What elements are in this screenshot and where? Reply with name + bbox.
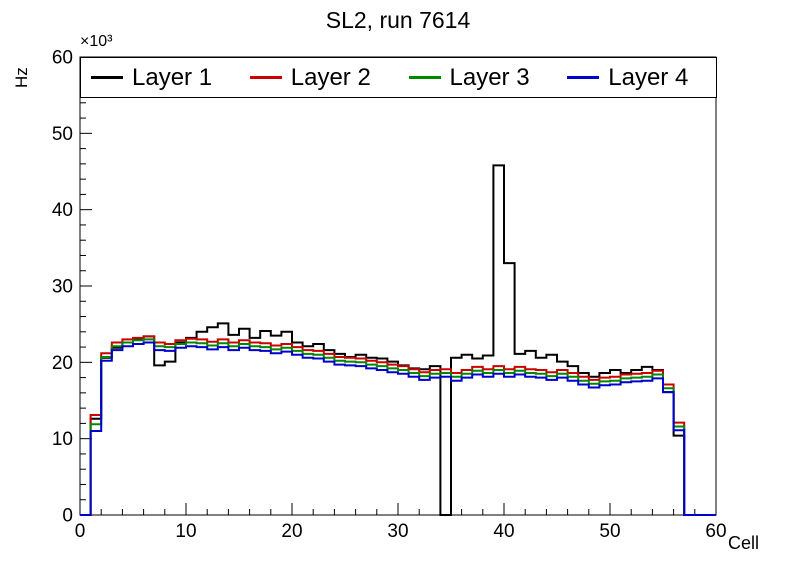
svg-text:50: 50 bbox=[599, 521, 620, 542]
svg-text:30: 30 bbox=[387, 521, 408, 542]
legend-entry-layer-2: Layer 2 bbox=[240, 64, 399, 92]
x-axis-label: Cell bbox=[728, 533, 760, 553]
y-axis-multiplier: ×10³ bbox=[80, 33, 113, 50]
layer-2-line-icon bbox=[249, 76, 282, 79]
svg-text:30: 30 bbox=[52, 277, 73, 298]
y-axis-label: Hz bbox=[12, 67, 31, 88]
legend-entry-layer-3: Layer 3 bbox=[399, 64, 558, 92]
svg-text:20: 20 bbox=[52, 353, 73, 374]
svg-text:0: 0 bbox=[62, 506, 73, 527]
legend-label: Layer 2 bbox=[290, 63, 371, 91]
svg-text:60: 60 bbox=[705, 521, 726, 542]
svg-text:20: 20 bbox=[281, 521, 302, 542]
legend: Layer 1 Layer 2 Layer 3 Layer 4 bbox=[80, 57, 717, 98]
svg-text:10: 10 bbox=[52, 429, 73, 450]
legend-label: Layer 3 bbox=[449, 63, 530, 91]
layer-3-line-icon bbox=[408, 76, 441, 79]
svg-text:10: 10 bbox=[175, 521, 196, 542]
layer-4-line-icon bbox=[567, 76, 600, 79]
svg-text:60: 60 bbox=[52, 48, 73, 69]
layer-1-line-icon bbox=[91, 76, 123, 79]
legend-label: Layer 1 bbox=[132, 63, 213, 91]
chart-title: SL2, run 7614 bbox=[325, 7, 471, 33]
svg-text:50: 50 bbox=[52, 124, 73, 145]
svg-text:40: 40 bbox=[493, 521, 514, 542]
legend-label: Layer 4 bbox=[608, 63, 689, 91]
svg-text:40: 40 bbox=[52, 200, 73, 221]
legend-entry-layer-1: Layer 1 bbox=[81, 64, 240, 92]
svg-text:0: 0 bbox=[75, 521, 86, 542]
legend-entry-layer-4: Layer 4 bbox=[557, 64, 716, 92]
